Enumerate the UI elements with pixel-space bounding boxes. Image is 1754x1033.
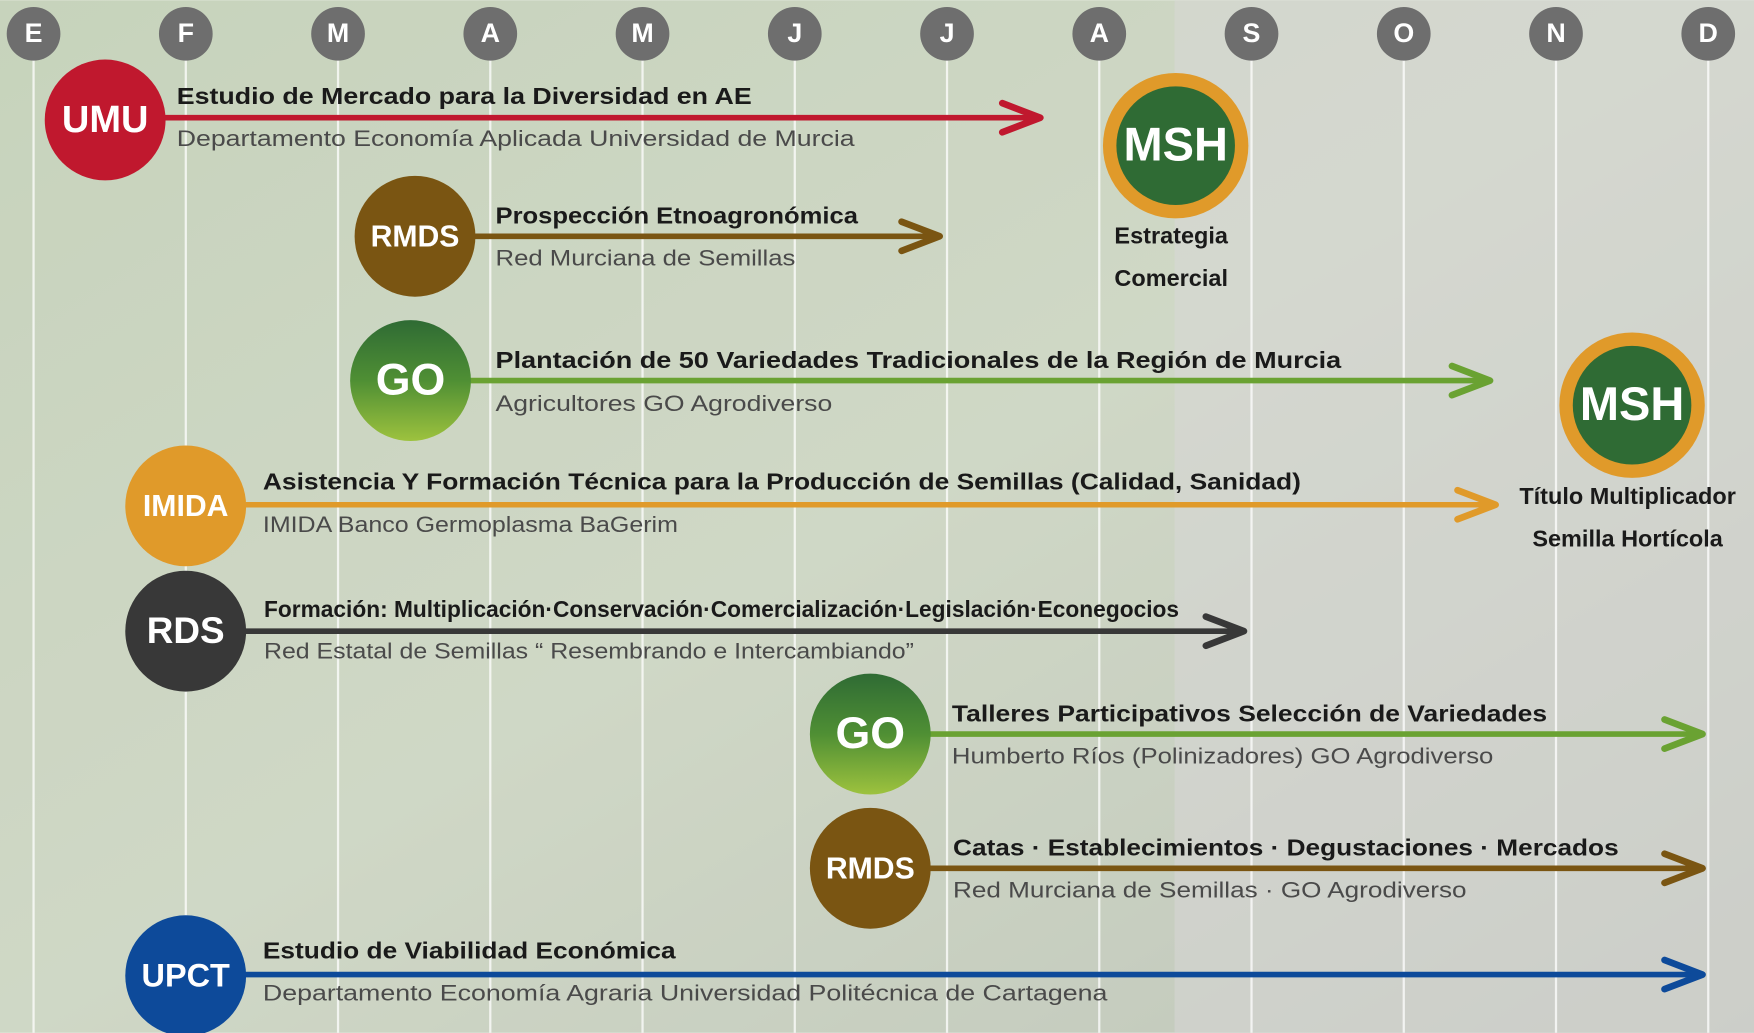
task-title: Prospección Etnoagronómica — [496, 202, 859, 228]
badge-label: IMIDA — [143, 490, 229, 523]
task-title: Talleres Participativos Selección de Var… — [952, 700, 1547, 726]
month-label: M — [327, 18, 349, 48]
month-label: F — [178, 18, 194, 48]
milestone-label: Estrategia — [1114, 223, 1228, 249]
month-label: J — [940, 18, 955, 48]
task-title: Formación: Multiplicación·Conservación·C… — [264, 596, 1179, 622]
task-subtitle: Departamento Economía Aplicada Universid… — [177, 126, 856, 151]
task-title: Plantación de 50 Variedades Tradicionale… — [496, 347, 1343, 373]
task-subtitle: IMIDA Banco Germoplasma BaGerim — [263, 512, 678, 537]
month-label: N — [1546, 18, 1565, 48]
task-subtitle: Red Murciana de Semillas — [496, 246, 796, 271]
badge-label: UMU — [62, 99, 149, 141]
month-label: J — [787, 18, 802, 48]
badge-label: GO — [835, 708, 905, 758]
badge-label: RMDS — [371, 221, 460, 254]
month-label: A — [1090, 18, 1109, 48]
milestone-badge: MSH — [1580, 377, 1684, 430]
month-label: A — [481, 18, 500, 48]
task-title: Estudio de Mercado para la Diversidad en… — [177, 83, 752, 109]
month-label: S — [1243, 18, 1261, 48]
task-subtitle: Humberto Ríos (Polinizadores) GO Agrodiv… — [952, 743, 1493, 768]
month-label: D — [1699, 18, 1718, 48]
month-label: E — [25, 18, 43, 48]
task-subtitle: Red Estatal de Semillas “ Resembrando e … — [264, 638, 914, 663]
badge-label: RDS — [147, 610, 225, 651]
task-title: Asistencia Y Formación Técnica para la P… — [263, 469, 1301, 495]
month-label: O — [1393, 18, 1414, 48]
timeline: E F M A M J J A S O N D UMU Estudio de Mercado para l… — [0, 0, 1754, 1033]
badge-label: UPCT — [142, 957, 230, 993]
task-title: Catas · Establecimientos · Degustaciones… — [953, 834, 1619, 860]
task-subtitle: Departamento Economía Agraria Universida… — [263, 981, 1108, 1006]
milestone-label: Semilla Hortícola — [1532, 526, 1723, 552]
milestone-badge: MSH — [1123, 117, 1227, 170]
badge-label: RMDS — [826, 853, 915, 886]
task-subtitle: Red Murciana de Semillas · GO Agrodivers… — [953, 878, 1466, 903]
page: {"months":["E","F","M","A","M","J","J","… — [0, 0, 1754, 1033]
task-title: Estudio de Viabilidad Económica — [263, 937, 677, 963]
milestone-label: Título Multiplicador — [1519, 483, 1736, 509]
milestone-label: Comercial — [1114, 265, 1228, 291]
badge-label: GO — [376, 355, 446, 405]
month-label: M — [631, 18, 653, 48]
task-subtitle: Agricultores GO Agrodiverso — [496, 391, 833, 416]
